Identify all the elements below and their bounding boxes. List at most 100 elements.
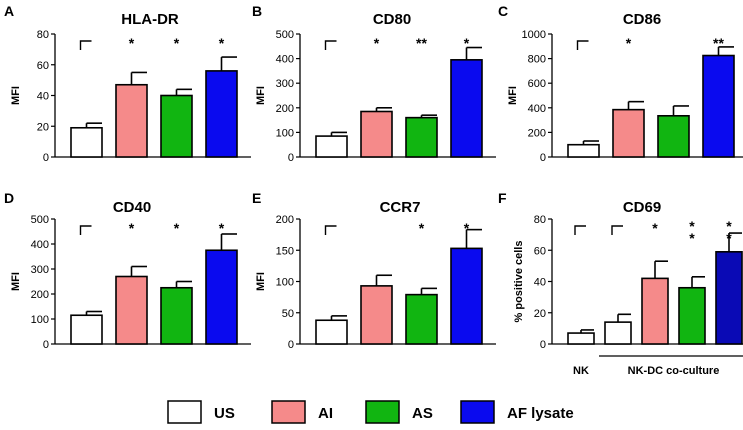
reference-bracket [576,40,589,50]
y-axis-label: MFI [255,272,267,291]
y-axis-label: MFI [10,86,22,105]
y-tick-label: 100 [31,314,49,326]
y-tick-label: 0 [288,339,294,351]
bar-af-lysate [715,251,743,345]
x-label-nk: NK [573,365,589,377]
y-tick-label: 500 [276,29,294,41]
y-tick-label: 200 [528,127,546,139]
y-tick-label: 500 [31,214,49,226]
significance-marker: * [464,220,470,236]
panel-letter: D [4,190,14,206]
x-label-coculture: NK-DC co-culture [628,365,720,377]
significance-marker: * [419,220,425,236]
bar-as [405,293,438,345]
y-tick-label: 400 [528,103,546,115]
y-tick-label: 80 [37,29,49,41]
y-tick-label: 0 [540,152,546,164]
reference-bracket [79,40,92,50]
bar-ai [115,83,148,158]
bar-ai [360,110,393,158]
significance-marker: * [129,35,135,51]
y-tick-label: 60 [534,245,546,257]
panel-title: HLA-DR [121,11,179,28]
panel-title: CD69 [623,199,661,216]
significance-marker: ** [689,218,695,246]
y-tick-label: 400 [31,239,49,251]
panel-a: A HLA-DR 0 20 40 60 80 MFI * * * [4,3,251,164]
bar-as [160,286,193,345]
legend-swatch [365,400,400,424]
y-tick-label: 40 [534,277,546,289]
reference-bracket [574,225,586,235]
y-tick-label: 200 [276,214,294,226]
y-tick-label: 200 [31,289,49,301]
y-tick-label: 200 [276,103,294,115]
bar-as [678,286,706,345]
bar-us [315,319,348,345]
significance-marker: * [374,35,380,51]
panel-letter: E [252,190,261,206]
bar-us [70,314,103,345]
bar-ai [612,108,645,158]
bar-af-lysate [450,59,483,158]
significance-marker: * [174,220,180,236]
y-tick-label: 0 [43,339,49,351]
significance-marker: * [652,220,658,236]
significance-marker: ** [726,218,732,246]
y-tick-label: 0 [43,152,49,164]
y-tick-label: 80 [534,214,546,226]
y-tick-label: 1000 [522,29,546,41]
y-tick-label: 40 [37,91,49,103]
bar-us [604,321,632,345]
legend-label: AI [318,405,333,422]
y-tick-label: 300 [276,78,294,90]
legend-label: AF lysate [507,405,574,422]
bar-af-lysate [702,54,735,158]
y-tick-label: 300 [31,264,49,276]
y-axis-label: MFI [10,272,22,291]
bar-us [567,143,600,158]
significance-marker: * [626,35,632,51]
significance-marker: ** [416,35,427,51]
significance-marker: * [464,35,470,51]
bar-as [405,116,438,158]
legend-label: AS [412,405,433,422]
significance-marker: * [129,220,135,236]
bar-nk [567,332,595,345]
legend-swatch [460,400,495,424]
significance-marker: * [219,35,225,51]
y-tick-label: 400 [276,54,294,66]
panel-letter: C [498,3,508,19]
y-tick-label: 20 [37,121,49,133]
bar-as [160,94,193,158]
reference-bracket [79,225,92,235]
y-tick-label: 100 [276,127,294,139]
y-tick-label: 0 [288,152,294,164]
y-tick-label: 600 [528,78,546,90]
significance-marker: ** [713,35,724,51]
y-tick-label: 50 [282,308,294,320]
y-axis-label: MFI [507,86,519,105]
legend-swatch [271,400,306,424]
significance-marker: * [219,220,225,236]
y-tick-label: 60 [37,60,49,72]
panel-title: CD80 [373,11,411,28]
bar-us [70,126,103,158]
y-tick-label: 0 [540,339,546,351]
panel-d: D CD40 0 100 200 300 400 500 MFI * * * [4,190,251,351]
bar-as [657,114,690,158]
y-tick-label: 100 [276,277,294,289]
bar-us [315,135,348,158]
reference-bracket [324,40,337,50]
y-axis-label: % positive cells [513,241,525,323]
panel-letter: F [498,190,507,206]
bar-af-lysate [450,247,483,345]
bar-af-lysate [205,70,238,158]
legend-swatch [167,400,202,424]
panel-letter: A [4,3,14,19]
reference-bracket [611,225,623,235]
